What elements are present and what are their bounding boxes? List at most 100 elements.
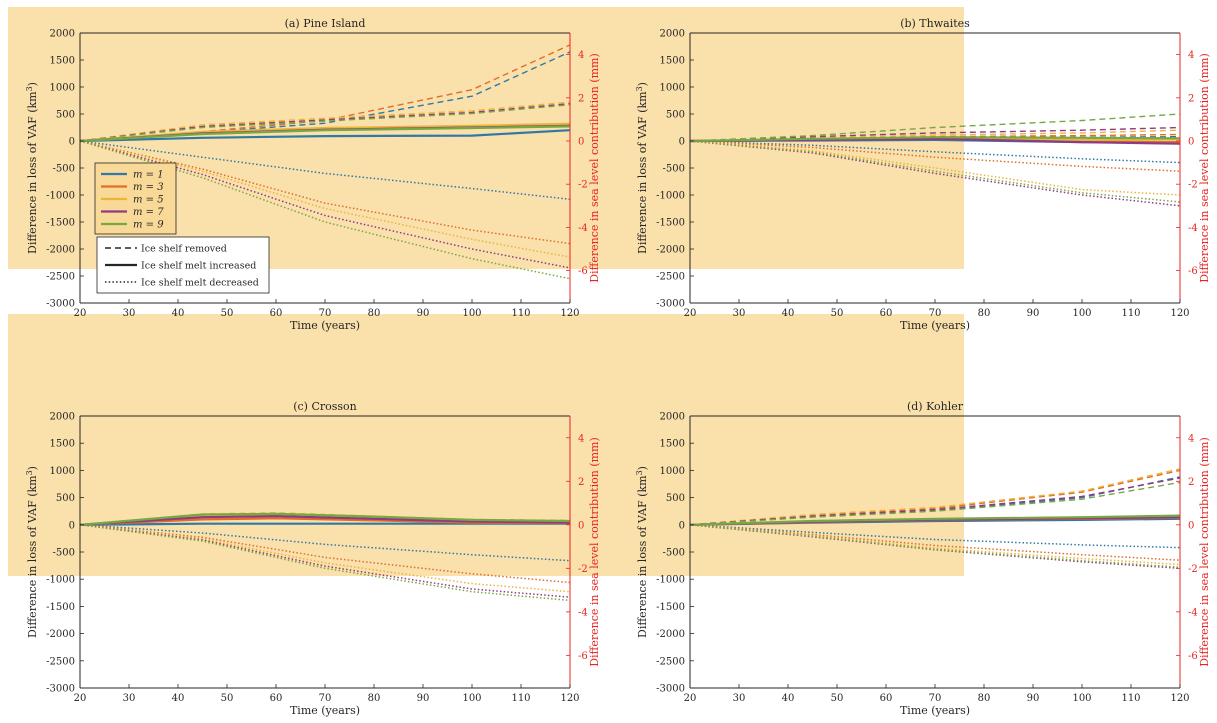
y-tick-label: -2000 bbox=[46, 245, 75, 256]
y-tick-label: 2000 bbox=[50, 29, 75, 40]
series-line-m5-dotted bbox=[689, 140, 1181, 196]
x-tick-label: 50 bbox=[831, 693, 844, 704]
y-tick-label: -1000 bbox=[46, 575, 75, 586]
y-tick-label: -3000 bbox=[656, 299, 685, 310]
y-tick-label: 0 bbox=[69, 137, 75, 148]
y-tick-label: -1000 bbox=[46, 191, 75, 202]
y-tick-label: -2000 bbox=[46, 629, 75, 640]
x-tick-label: 30 bbox=[733, 308, 746, 319]
y-right-tick-label: 2 bbox=[1188, 477, 1194, 488]
series-line-m7-dashed bbox=[689, 126, 1181, 142]
y-axis-label: Difference in loss of VAF (km3) bbox=[25, 466, 40, 638]
y-right-tick-label: -2 bbox=[578, 180, 588, 191]
series-line-m5-dotted bbox=[79, 140, 571, 258]
x-tick-label: 60 bbox=[270, 693, 283, 704]
series-line-m7-dotted bbox=[79, 140, 571, 269]
y-right-tick-label: 2 bbox=[578, 93, 584, 104]
x-tick-label: 120 bbox=[560, 308, 579, 319]
y-tick-label: 0 bbox=[69, 520, 75, 531]
series-line-m7-dotted bbox=[79, 524, 571, 598]
x-axis-label: Time (years) bbox=[900, 319, 970, 332]
x-axis-label: Time (years) bbox=[290, 319, 360, 332]
y-tick-label: 500 bbox=[666, 493, 685, 504]
series-line-m9-dotted bbox=[689, 524, 1181, 568]
x-axis-label: Time (years) bbox=[900, 704, 970, 717]
y-tick-label: 1500 bbox=[660, 56, 685, 67]
x-tick-label: 100 bbox=[462, 308, 481, 319]
legend: m = 1m = 3 m = 5m = 7 m = 9 Ice shelf remov… bbox=[94, 162, 270, 294]
x-tick-label: 90 bbox=[417, 693, 430, 704]
legend-label-m9: m = 9 bbox=[133, 220, 164, 231]
y-right-tick-label: 0 bbox=[1188, 520, 1194, 531]
x-tick-label: 70 bbox=[929, 693, 942, 704]
y-axis-label: Difference in loss of VAF (km3) bbox=[635, 82, 650, 254]
y-right-tick-label: 0 bbox=[1188, 137, 1194, 148]
series-line-m5-dashed bbox=[79, 101, 571, 142]
x-tick-label: 30 bbox=[123, 693, 136, 704]
y-right-tick-label: 0 bbox=[578, 137, 584, 148]
y-tick-label: -500 bbox=[53, 164, 75, 175]
x-tick-label: 60 bbox=[880, 693, 893, 704]
y-tick-label: 1500 bbox=[50, 439, 75, 450]
legend-label-dashed: Ice shelf removed bbox=[141, 244, 227, 255]
series-line-m3-dotted bbox=[79, 140, 571, 245]
series-line-m9-solid bbox=[689, 514, 1181, 526]
y-axis-label: Difference in loss of VAF (km3) bbox=[25, 82, 40, 254]
legend-label-m7: m = 7 bbox=[133, 207, 164, 218]
x-tick-label: 40 bbox=[172, 308, 185, 319]
y-axis-label-right: Difference in sea level contribution (mm… bbox=[588, 53, 601, 283]
series-line-m7-solid bbox=[79, 514, 571, 526]
x-tick-label: 80 bbox=[978, 693, 991, 704]
legend-label-dotted: Ice shelf melt decreased bbox=[141, 278, 259, 289]
y-right-tick-label: -6 bbox=[578, 651, 588, 662]
x-tick-label: 80 bbox=[368, 693, 381, 704]
chart-title: (a) Pine Island bbox=[285, 17, 366, 30]
y-tick-label: -3000 bbox=[46, 684, 75, 695]
x-tick-label: 110 bbox=[511, 693, 530, 704]
y-right-tick-label: -4 bbox=[578, 607, 588, 618]
y-tick-label: 500 bbox=[666, 110, 685, 121]
x-tick-label: 70 bbox=[319, 308, 332, 319]
y-right-tick-label: 2 bbox=[578, 477, 584, 488]
series-line-m5-dotted bbox=[689, 524, 1181, 566]
y-tick-label: 1500 bbox=[660, 439, 685, 450]
series-line-m1-dotted bbox=[689, 140, 1181, 164]
y-tick-label: 1000 bbox=[660, 466, 685, 477]
series-line-m9-dotted bbox=[689, 140, 1181, 203]
y-right-tick-label: 2 bbox=[1188, 93, 1194, 104]
y-tick-label: -500 bbox=[663, 164, 685, 175]
x-tick-label: 50 bbox=[221, 308, 234, 319]
legend-label-m5: m = 5 bbox=[133, 195, 164, 206]
legend-label-solid: Ice shelf melt increased bbox=[141, 261, 256, 272]
y-right-tick-label: -2 bbox=[1188, 180, 1198, 191]
y-tick-label: -1500 bbox=[656, 602, 685, 613]
x-tick-label: 80 bbox=[978, 308, 991, 319]
series-line-m1-dotted bbox=[689, 524, 1181, 549]
chart-title: (b) Thwaites bbox=[900, 17, 970, 30]
series-line-m1-solid bbox=[79, 522, 570, 526]
legend-label-m1: m = 1 bbox=[133, 170, 164, 181]
y-tick-label: 1000 bbox=[660, 83, 685, 94]
y-tick-label: -2500 bbox=[46, 656, 75, 667]
x-tick-label: 100 bbox=[1072, 308, 1091, 319]
x-tick-label: 30 bbox=[733, 693, 746, 704]
series-line-m1-dotted bbox=[79, 524, 571, 562]
y-right-tick-label: -4 bbox=[578, 223, 588, 234]
x-tick-label: 50 bbox=[221, 693, 234, 704]
series-line-m9-solid bbox=[79, 125, 571, 143]
y-axis-label-right: Difference in sea level contribution (mm… bbox=[588, 437, 601, 667]
y-right-tick-label: -4 bbox=[1188, 607, 1198, 618]
x-tick-label: 100 bbox=[1072, 693, 1091, 704]
chart-title: (c) Crosson bbox=[293, 400, 357, 413]
x-tick-label: 90 bbox=[1027, 693, 1040, 704]
x-tick-label: 120 bbox=[560, 693, 579, 704]
x-axis-label: Time (years) bbox=[290, 704, 360, 717]
y-right-tick-label: -6 bbox=[1188, 266, 1198, 277]
x-tick-label: 60 bbox=[880, 308, 893, 319]
series-line-m5-dashed bbox=[689, 468, 1181, 526]
y-right-tick-label: 4 bbox=[578, 433, 584, 444]
series-line-m9-solid bbox=[79, 512, 571, 526]
